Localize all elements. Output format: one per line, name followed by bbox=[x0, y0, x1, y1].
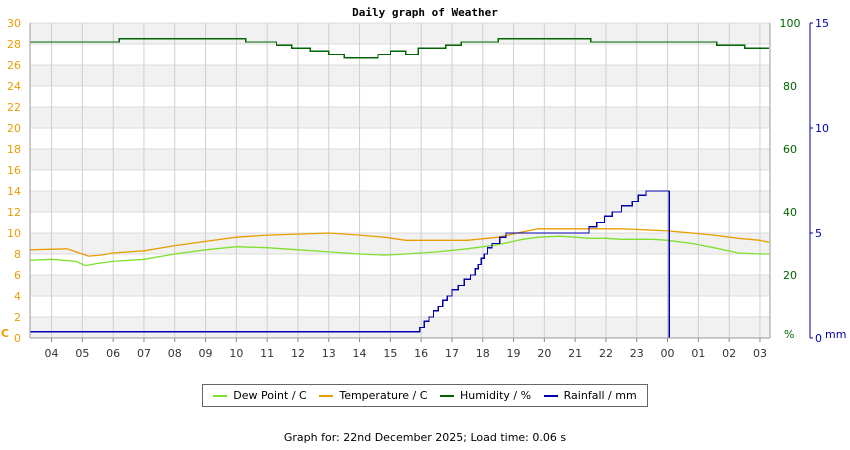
legend-item-dew-point: Dew Point / C bbox=[213, 389, 307, 402]
humidity-tick-label: 40 bbox=[783, 206, 797, 219]
plot-grid bbox=[30, 22, 770, 339]
x-tick-label: 20 bbox=[537, 347, 551, 360]
grid-band bbox=[30, 191, 770, 212]
humidity-axis-unit: % bbox=[784, 328, 794, 341]
x-tick-label: 02 bbox=[722, 347, 736, 360]
grid-band bbox=[30, 317, 770, 338]
legend-label: Rainfall / mm bbox=[563, 389, 637, 402]
rain-tick-label: 5 bbox=[815, 227, 822, 240]
x-tick-label: 10 bbox=[229, 347, 243, 360]
x-tick-label: 13 bbox=[322, 347, 336, 360]
left-tick-label: 4 bbox=[14, 290, 21, 303]
legend-swatch bbox=[213, 394, 228, 397]
left-tick-label: 0 bbox=[14, 332, 21, 345]
left-tick-label: 22 bbox=[7, 101, 21, 114]
footer-status: Graph for: 22nd December 2025; Load time… bbox=[283, 431, 567, 444]
rain-tick-label: 10 bbox=[815, 122, 829, 135]
x-tick-label: 09 bbox=[199, 347, 213, 360]
x-tick-label: 22 bbox=[599, 347, 613, 360]
x-tick-label: 19 bbox=[507, 347, 521, 360]
left-axis-unit: C bbox=[1, 327, 9, 340]
left-tick-label: 6 bbox=[14, 269, 21, 282]
x-tick-label: 12 bbox=[291, 347, 305, 360]
left-tick-label: 8 bbox=[14, 248, 21, 261]
x-tick-label: 15 bbox=[383, 347, 397, 360]
grid-band bbox=[30, 107, 770, 128]
legend-label: Temperature / C bbox=[339, 389, 428, 402]
left-tick-label: 2 bbox=[14, 311, 21, 324]
x-tick-label: 05 bbox=[75, 347, 89, 360]
plot-bands bbox=[30, 23, 770, 338]
x-tick-label: 08 bbox=[168, 347, 182, 360]
plot-series bbox=[29, 38, 770, 339]
x-tick-label: 03 bbox=[753, 347, 767, 360]
legend-item-rainfall: Rainfall / mm bbox=[543, 389, 637, 402]
x-tick-label: 21 bbox=[568, 347, 582, 360]
series-line-dew-point bbox=[29, 235, 770, 267]
legend-label: Humidity / % bbox=[460, 389, 532, 402]
tick-labels: 04 05 06 07 08 09 10 11 12 13 14 15 16 17 18 19 20 21 22 23… bbox=[1, 17, 846, 360]
series-line-rainfall bbox=[30, 190, 770, 339]
left-tick-label: 10 bbox=[7, 227, 21, 240]
plot-axes bbox=[29, 22, 813, 342]
left-tick-label: 14 bbox=[7, 185, 21, 198]
series-line-humidity bbox=[30, 38, 770, 59]
x-tick-label: 16 bbox=[414, 347, 428, 360]
x-tick-label: 18 bbox=[476, 347, 490, 360]
legend-swatch bbox=[543, 394, 558, 397]
grid-band bbox=[30, 23, 770, 44]
left-tick-label: 16 bbox=[7, 164, 21, 177]
x-tick-label: 17 bbox=[445, 347, 459, 360]
legend: Dew Point / C Temperature / C Humidity /… bbox=[202, 384, 648, 407]
legend-item-humidity: Humidity / % bbox=[440, 389, 531, 402]
rain-axis-unit: mm bbox=[825, 328, 846, 341]
left-tick-label: 26 bbox=[7, 59, 21, 72]
humidity-tick-label: 80 bbox=[783, 80, 797, 93]
humidity-tick-label: 100 bbox=[780, 17, 801, 30]
humidity-tick-label: 60 bbox=[783, 143, 797, 156]
left-tick-label: 28 bbox=[7, 38, 21, 51]
legend-item-temperature: Temperature / C bbox=[319, 389, 427, 402]
legend-swatch bbox=[319, 394, 334, 397]
legend-label: Dew Point / C bbox=[233, 389, 307, 402]
x-tick-label: 07 bbox=[137, 347, 151, 360]
humidity-tick-label: 20 bbox=[783, 269, 797, 282]
x-tick-label: 23 bbox=[630, 347, 644, 360]
x-tick-label: 04 bbox=[45, 347, 59, 360]
x-tick-label: 11 bbox=[260, 347, 274, 360]
rain-tick-label: 0 bbox=[815, 332, 822, 345]
grid-band bbox=[30, 149, 770, 170]
x-tick-label: 01 bbox=[691, 347, 705, 360]
x-tick-label: 14 bbox=[353, 347, 367, 360]
x-tick-label: 06 bbox=[106, 347, 120, 360]
left-tick-label: 18 bbox=[7, 143, 21, 156]
left-tick-label: 30 bbox=[7, 17, 21, 30]
rain-tick-label: 15 bbox=[815, 17, 829, 30]
left-tick-label: 12 bbox=[7, 206, 21, 219]
left-tick-label: 20 bbox=[7, 122, 21, 135]
grid-band bbox=[30, 65, 770, 86]
x-tick-label: 00 bbox=[661, 347, 675, 360]
grid-band bbox=[30, 275, 770, 296]
chart-title: Daily graph of Weather bbox=[352, 6, 498, 19]
series-line-temperature bbox=[29, 228, 770, 257]
left-tick-label: 24 bbox=[7, 80, 21, 93]
legend-swatch bbox=[440, 394, 455, 397]
